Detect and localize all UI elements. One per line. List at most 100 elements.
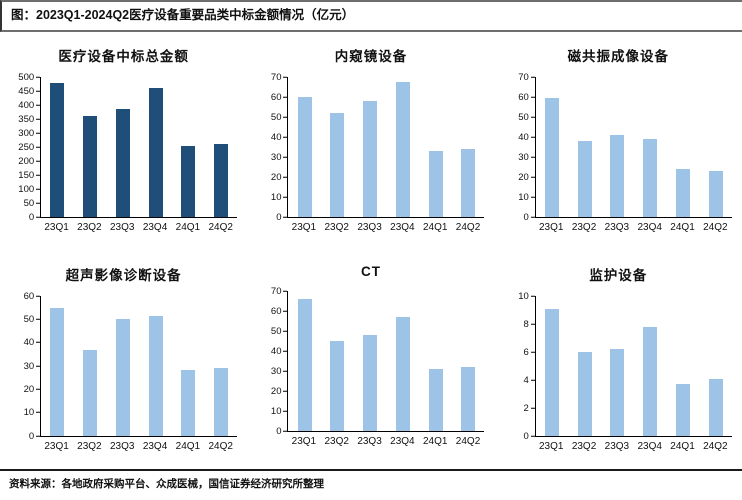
y-tick-60: 60 (518, 92, 535, 102)
y-tick-mark (36, 295, 41, 297)
y-tick-40: 40 (271, 346, 288, 356)
bar-slot (699, 296, 732, 436)
figure-title: 图：2023Q1-2024Q2医疗设备重要品类中标金额情况（亿元） (0, 0, 742, 32)
y-tick-mark (530, 136, 535, 138)
x-tick-label-23Q3: 23Q3 (604, 222, 630, 233)
bar-slot (601, 296, 634, 436)
bar-slot (419, 291, 452, 431)
y-tick-10: 10 (518, 192, 535, 202)
bar-24Q2 (708, 171, 723, 217)
y-tick-mark (530, 156, 535, 158)
x-axis-labels: 23Q1 23Q2 23Q3 23Q4 24Q1 24Q2 (287, 222, 484, 233)
chart-body: 0 2 4 6 8 10 23Q1 23Q2 23Q3 23Q4 24Q1 24Q2 (505, 291, 732, 452)
y-axis: 0 2 4 6 8 10 (505, 291, 535, 440)
x-tick-label-24Q2: 24Q2 (455, 436, 481, 447)
bar-23Q3 (610, 349, 625, 436)
x-tick-label-23Q4: 23Q4 (142, 441, 168, 452)
bar-slot (634, 296, 667, 436)
plot-area (534, 77, 732, 218)
y-tick-8: 8 (524, 319, 535, 329)
x-tick-label-24Q1: 24Q1 (422, 222, 448, 233)
x-tick-label-24Q1: 24Q1 (175, 441, 201, 452)
y-tick-60: 60 (24, 291, 41, 301)
y-tick-500: 500 (18, 72, 41, 82)
bar-slot (667, 77, 700, 217)
plot-area (40, 296, 238, 437)
bar-23Q4 (395, 82, 410, 217)
chart-title: 超声影像诊断设备 (65, 268, 182, 283)
bar-slot (634, 77, 667, 217)
y-tick-20: 20 (24, 385, 41, 395)
x-axis-labels: 23Q1 23Q2 23Q3 23Q4 24Q1 24Q2 (287, 436, 484, 447)
bar-slot (172, 77, 205, 217)
y-tick-6: 6 (524, 347, 535, 357)
bar-slot (667, 296, 700, 436)
bar-23Q4 (643, 139, 658, 217)
chart-body: 0 10 20 30 40 50 60 70 23Q1 23Q2 23Q3 23Q4 24Q1 24Q2 (257, 286, 485, 447)
y-tick-30: 30 (271, 152, 288, 162)
bar-slot (107, 77, 140, 217)
bar-24Q2 (461, 367, 476, 431)
y-tick-mark (36, 216, 41, 218)
plot-area (40, 77, 238, 218)
x-tick-label-24Q2: 24Q2 (208, 222, 233, 233)
bar-23Q2 (577, 141, 592, 217)
bar-slot (387, 77, 420, 217)
x-tick-label-24Q1: 24Q1 (670, 222, 695, 233)
bar-23Q3 (363, 101, 378, 217)
bar-24Q2 (213, 368, 228, 436)
x-tick-label-23Q1: 23Q1 (44, 222, 69, 233)
y-axis: 0 10 20 30 40 50 60 (10, 291, 41, 440)
plot-column: 23Q1 23Q2 23Q3 23Q4 24Q1 24Q2 (534, 77, 732, 233)
y-tick-mark (530, 323, 535, 325)
y-tick-0: 0 (524, 431, 535, 441)
x-tick-label-24Q2: 24Q2 (703, 222, 728, 233)
y-tick-70: 70 (271, 72, 288, 82)
bar-24Q2 (213, 143, 228, 217)
bar-23Q2 (330, 341, 345, 431)
y-tick-10: 10 (271, 192, 288, 202)
y-tick-mark (530, 295, 535, 297)
y-tick-mark (36, 146, 41, 148)
y-tick-mark (530, 76, 535, 78)
x-tick-label-23Q1: 23Q1 (538, 441, 564, 452)
y-tick-mark (36, 365, 41, 367)
y-tick-10: 10 (271, 406, 288, 416)
y-tick-mark (283, 350, 288, 352)
chart-body: 0 50 100 150 200 250 300 350 400 450 500 23Q1 23Q2 2… (10, 72, 238, 233)
y-tick-400: 400 (18, 100, 41, 110)
y-tick-mark (530, 176, 535, 178)
y-tick-0: 0 (29, 431, 41, 441)
x-tick-label-23Q2: 23Q2 (77, 441, 102, 452)
x-axis-labels: 23Q1 23Q2 23Q3 23Q4 24Q1 24Q2 (535, 441, 732, 452)
y-tick-20: 20 (518, 172, 535, 182)
y-tick-mark (530, 435, 535, 437)
bar-slot (354, 291, 387, 431)
y-tick-2: 2 (524, 403, 535, 413)
y-tick-mark (36, 104, 41, 106)
bar-slot (139, 296, 172, 436)
bar-slot (452, 291, 485, 431)
bar-24Q1 (181, 145, 196, 217)
plot-column: 23Q1 23Q2 23Q3 23Q4 24Q1 24Q2 (534, 296, 732, 452)
y-tick-mark (36, 76, 41, 78)
y-tick-70: 70 (271, 286, 288, 296)
bar-slot (387, 291, 420, 431)
x-tick-label-23Q2: 23Q2 (571, 222, 597, 233)
bar-slot (452, 77, 485, 217)
bar-slot (107, 296, 140, 436)
bar-23Q2 (83, 116, 98, 217)
chart-title: 内窥镜设备 (334, 49, 408, 64)
x-axis-labels: 23Q1 23Q2 23Q3 23Q4 24Q1 24Q2 (535, 222, 732, 233)
plot-column: 23Q1 23Q2 23Q3 23Q4 24Q1 24Q2 (40, 77, 238, 233)
y-tick-mark (36, 90, 41, 92)
y-tick-mark (283, 330, 288, 332)
x-tick-label-23Q3: 23Q3 (109, 441, 135, 452)
y-tick-mark (530, 196, 535, 198)
bar-slot (601, 77, 634, 217)
y-axis: 0 10 20 30 40 50 60 70 (505, 72, 535, 221)
bar-23Q2 (330, 113, 345, 217)
y-tick-mark (36, 412, 41, 414)
y-tick-mark (283, 370, 288, 372)
y-tick-250: 250 (18, 142, 41, 152)
